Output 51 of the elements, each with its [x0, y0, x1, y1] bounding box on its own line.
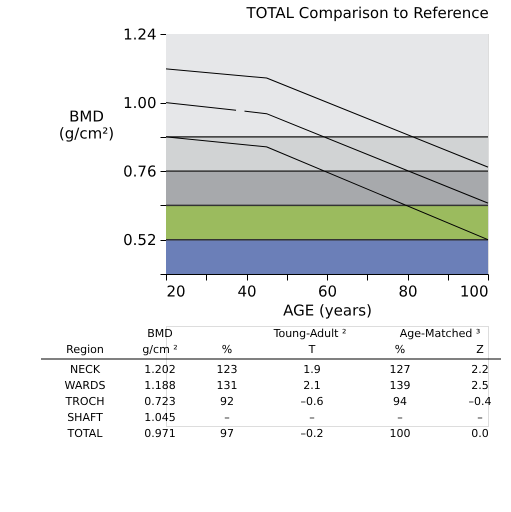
y-tick-label: 1.24 — [123, 26, 156, 44]
text: T — [308, 343, 316, 356]
text: 100 — [390, 427, 410, 440]
text: TOTAL — [66, 427, 104, 440]
text: TROCH — [64, 395, 104, 408]
x-tick-label: 80 — [398, 282, 418, 300]
text: 1.045 — [144, 411, 176, 424]
text: SHAFT — [67, 411, 104, 424]
text: 94 — [393, 395, 407, 408]
y-axis-title: BMD (g/cm²) — [58, 108, 114, 142]
text: 97 — [220, 427, 234, 440]
x-tick-label: 20 — [166, 282, 186, 300]
text: –0.4 — [468, 395, 492, 408]
text: Region — [66, 343, 104, 356]
text: 2.1 — [303, 379, 321, 392]
y-tick-label: 0.52 — [123, 231, 156, 250]
y-tick-label: 1.00 — [123, 94, 156, 112]
text: BMD — [147, 327, 173, 340]
text: 1.188 — [144, 379, 176, 392]
x-tick-label: 60 — [318, 282, 338, 300]
text: Toung-Adult ² — [272, 327, 346, 340]
chart-title: TOTAL Comparison to Reference — [245, 4, 489, 22]
text: % — [394, 343, 406, 356]
text: – — [397, 411, 403, 424]
text: 1.202 — [144, 363, 176, 376]
text: Age-Matched ³ — [400, 327, 480, 340]
text: 0.0 — [471, 427, 489, 440]
text: Z — [476, 343, 484, 356]
text: 131 — [216, 379, 238, 392]
text: – — [309, 411, 315, 424]
text: NECK — [70, 363, 101, 376]
y-tick-label: 0.76 — [123, 162, 156, 181]
text: 0.971 — [144, 427, 176, 440]
x-tick-label: 100 — [460, 282, 488, 300]
text: –0.2 — [300, 427, 324, 440]
text: 0.723 — [144, 395, 176, 408]
text: WARDS — [64, 379, 106, 392]
x-tick-label: 40 — [237, 282, 257, 300]
text: g/cm ² — [142, 343, 178, 356]
text: 123 — [216, 363, 238, 376]
text: % — [222, 343, 232, 356]
text: –0.6 — [300, 395, 324, 408]
text: 127 — [390, 363, 410, 376]
text: 2.2 — [471, 363, 489, 376]
text: 139 — [390, 379, 410, 392]
text: 2.5 — [471, 379, 489, 392]
text: – — [477, 411, 483, 424]
text: 1.9 — [303, 363, 321, 376]
x-axis-title: AGE (years) — [283, 302, 372, 320]
text: – — [224, 411, 230, 424]
text: 92 — [220, 395, 234, 408]
